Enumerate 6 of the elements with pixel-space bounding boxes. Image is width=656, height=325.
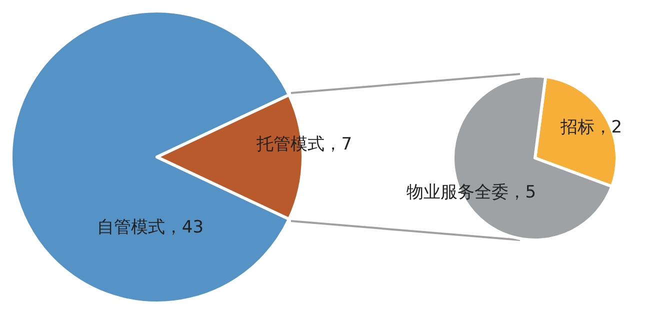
- slice-label: 自管模式: [96, 218, 165, 238]
- data-label: ，5: [508, 182, 536, 203]
- data-label: ，43: [164, 218, 204, 238]
- slice-label: 招标: [559, 118, 594, 138]
- data-label: ，7: [324, 134, 352, 155]
- data-label: ，2: [594, 118, 622, 138]
